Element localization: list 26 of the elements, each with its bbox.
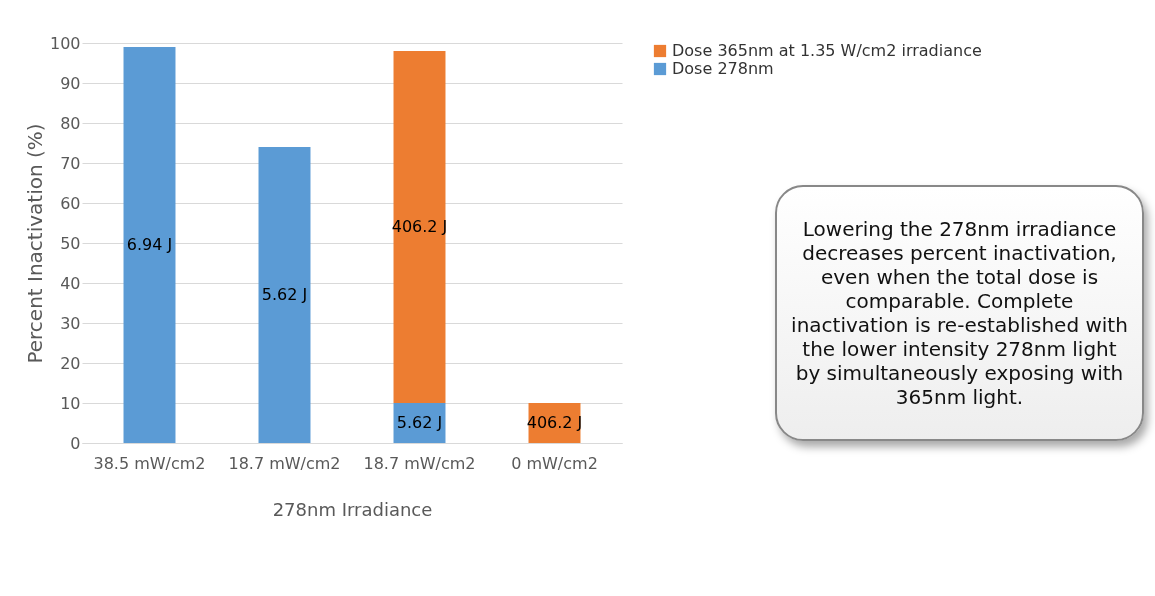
y-tick-label: 100 [49, 33, 81, 53]
legend-label: Dose 365nm at 1.35 W/cm2 irradiance [672, 41, 982, 60]
x-tick-label: 18.7 mW/cm2 [363, 453, 476, 473]
legend-label: Dose 278nm [672, 59, 774, 78]
bar [123, 47, 176, 443]
y-tick-label: 20 [60, 353, 81, 373]
y-tick-label: 30 [60, 313, 81, 333]
x-tick-label: 0 mW/cm2 [511, 453, 598, 473]
y-axis-title: Percent Inactivation (%) [22, 123, 47, 364]
annotation: 5.62 J [396, 413, 443, 432]
callout-box: Lowering the 278nm irradiance decreases percent inactivation, even when the total dose is comparable. Complete inactivation is re-established with the lower intensity 278nm light by simultaneously exposing with 365nm light. [775, 185, 1144, 441]
x-tick-label: 18.7 mW/cm2 [228, 453, 341, 473]
y-tick-label: 70 [60, 153, 81, 173]
y-tick-label: 90 [60, 73, 81, 93]
annotation: 6.94 J [126, 235, 173, 254]
y-tick-label: 50 [60, 233, 81, 253]
bar [258, 147, 311, 443]
x-axis-title: 278nm Irradiance [272, 498, 433, 520]
y-tick-label: 10 [60, 393, 81, 413]
annotation: 5.62 J [261, 285, 308, 304]
bar [393, 51, 446, 403]
y-tick-label: 40 [60, 273, 81, 293]
y-tick-label: 80 [60, 113, 81, 133]
y-tick-label: 0 [70, 433, 81, 453]
y-tick-label: 60 [60, 193, 81, 213]
x-tick-label: 38.5 mW/cm2 [93, 453, 206, 473]
